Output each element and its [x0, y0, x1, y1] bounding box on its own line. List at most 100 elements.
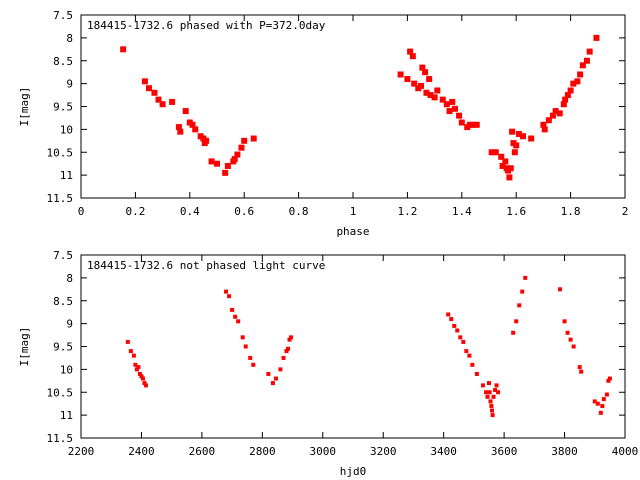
data-point — [564, 92, 571, 99]
data-point — [493, 387, 498, 392]
x-axis-label: phase — [336, 225, 369, 238]
data-point — [236, 319, 241, 324]
data-point — [568, 337, 573, 342]
data-point — [446, 108, 453, 115]
x-tick-label: 3400 — [430, 445, 457, 458]
data-point — [284, 349, 289, 354]
data-point — [567, 87, 574, 94]
data-point — [443, 101, 450, 108]
data-point — [469, 121, 476, 128]
x-tick-label: 3800 — [551, 445, 578, 458]
data-point — [595, 401, 600, 406]
data-point — [507, 165, 514, 172]
data-point — [489, 403, 494, 408]
data-point — [496, 390, 501, 395]
data-point — [452, 323, 457, 328]
data-point — [411, 80, 418, 87]
data-point — [470, 362, 475, 367]
data-point — [540, 121, 547, 128]
data-point — [397, 71, 404, 78]
data-point — [520, 133, 526, 140]
data-point — [458, 119, 465, 126]
x-tick-label: 4000 — [612, 445, 639, 458]
data-point — [607, 376, 612, 381]
x-tick-label: 2 — [622, 205, 629, 218]
panel-not-phased: 7.5 8 8.5 9 9.5 10 10.5 11 11.5 2200 2400 2600 2800… — [18, 249, 638, 478]
data-point — [146, 85, 152, 92]
y-tick-label: 8.5 — [53, 55, 73, 68]
data-point — [598, 410, 603, 415]
x-tick-label: 1.4 — [452, 205, 472, 218]
data-point — [562, 96, 569, 103]
data-point — [545, 117, 552, 124]
data-point — [488, 399, 493, 404]
data-point — [562, 319, 567, 324]
data-point — [224, 162, 231, 169]
x-tick-label: 0.6 — [234, 205, 254, 218]
y-tick-label: 9 — [66, 318, 73, 331]
data-point — [498, 153, 505, 160]
data-point — [579, 369, 584, 374]
data-point — [592, 399, 597, 404]
y-tick-label: 9.5 — [53, 341, 73, 354]
data-point — [517, 303, 522, 308]
data-point — [586, 48, 593, 55]
data-point — [281, 355, 286, 360]
data-point — [128, 349, 133, 354]
data-point — [455, 328, 460, 333]
y-tick-label: 10 — [60, 123, 73, 136]
data-point — [449, 98, 456, 105]
data-point — [287, 337, 292, 342]
data-point — [289, 335, 294, 340]
data-point — [565, 330, 570, 335]
data-point — [222, 169, 229, 176]
data-point — [266, 371, 271, 376]
data-point — [556, 110, 563, 117]
data-point — [182, 108, 189, 115]
data-point — [492, 149, 499, 156]
x-tick-label: 1.2 — [397, 205, 417, 218]
data-point — [131, 353, 136, 358]
data-point — [169, 98, 176, 105]
data-point — [189, 121, 196, 128]
x-tick-label: 1 — [350, 205, 357, 218]
x-axis: 2200 2400 2600 2800 3000 3200 3400 3600 3800 4000 — [68, 255, 639, 458]
y-tick-label: 7.5 — [53, 249, 73, 262]
data-point — [490, 413, 495, 418]
y-tick-label: 9.5 — [53, 101, 73, 114]
data-point — [233, 314, 238, 319]
data-point — [240, 335, 245, 340]
data-point — [464, 349, 469, 354]
data-point — [593, 34, 600, 41]
data-point — [422, 69, 429, 76]
data-point — [511, 149, 518, 156]
data-point — [528, 135, 535, 142]
data-point — [600, 403, 605, 408]
data-point — [574, 78, 581, 85]
y-tick-label: 10.5 — [47, 386, 74, 399]
chart-title: 184415-1732.6 not phased light curve — [87, 259, 325, 272]
data-point — [523, 275, 528, 280]
data-point — [208, 158, 215, 165]
data-point — [141, 78, 148, 85]
data-point — [137, 371, 142, 376]
data-point — [231, 156, 238, 163]
data-point — [251, 362, 256, 367]
data-point — [431, 94, 438, 101]
data-point — [583, 57, 590, 64]
x-tick-label: 0 — [78, 205, 85, 218]
data-point — [485, 394, 490, 399]
data-point — [461, 339, 466, 344]
data-point — [175, 124, 182, 131]
y-axis: 7.5 8 8.5 9 9.5 10 10.5 11 11.5 — [47, 9, 625, 205]
data-point — [577, 71, 584, 78]
data-point — [541, 126, 548, 133]
data-point — [177, 128, 184, 135]
data-point — [560, 101, 567, 108]
x-tick-label: 3000 — [310, 445, 337, 458]
data-point — [234, 151, 241, 158]
data-point — [270, 381, 275, 386]
data-point — [467, 353, 472, 358]
x-tick-label: 2400 — [128, 445, 155, 458]
data-point — [214, 160, 220, 167]
